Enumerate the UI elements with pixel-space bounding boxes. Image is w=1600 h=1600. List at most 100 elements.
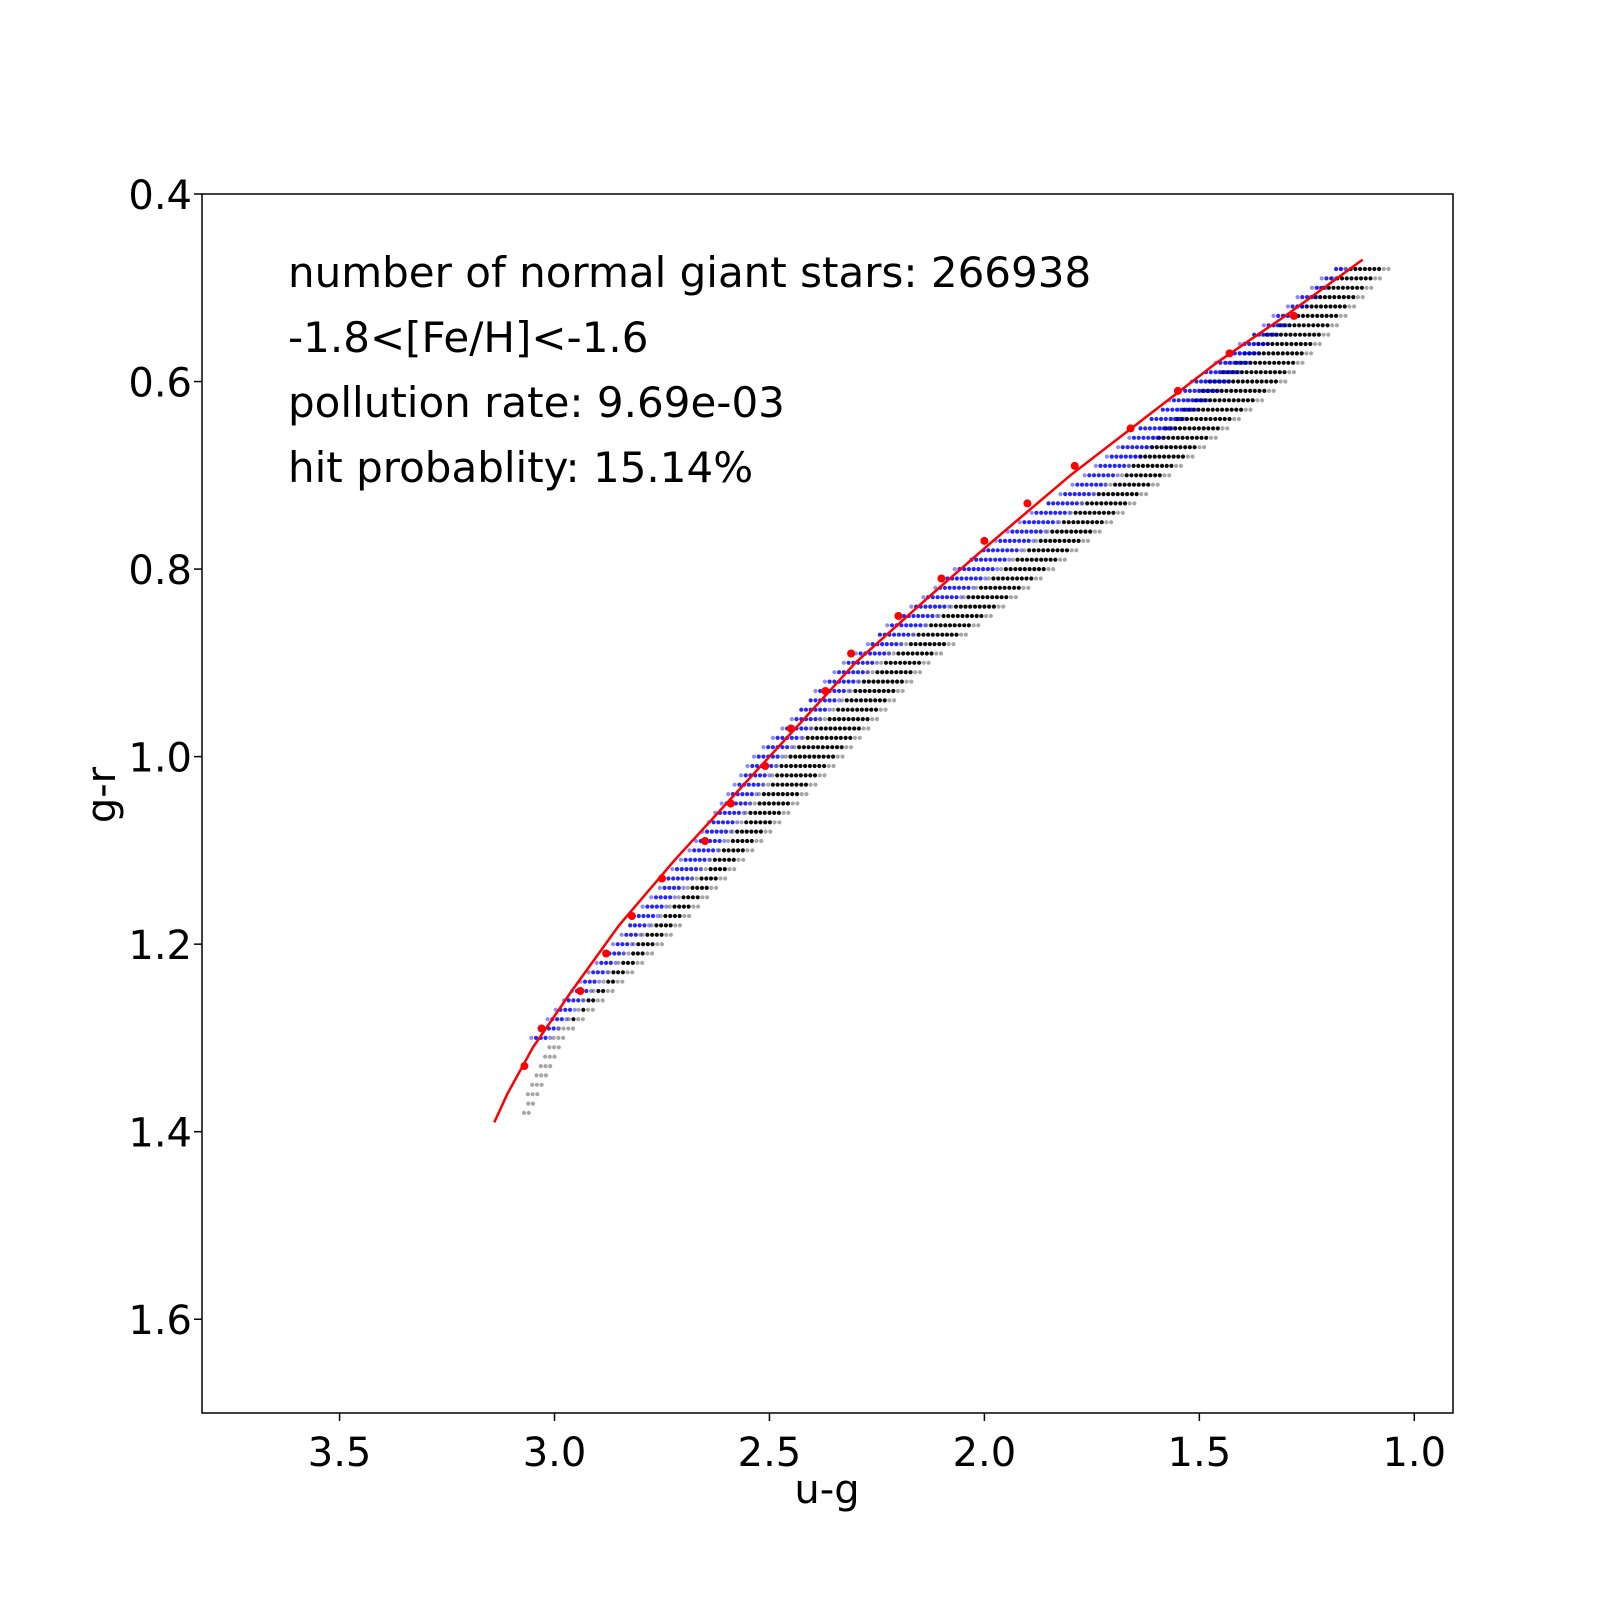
polluted-point	[685, 876, 690, 881]
locus-point	[616, 960, 621, 966]
locus-point	[1057, 538, 1062, 544]
locus-point	[837, 726, 843, 731]
polluted-point	[571, 998, 576, 1003]
locus-point	[1020, 557, 1025, 562]
polluted-point	[629, 942, 635, 947]
locus-point	[699, 867, 704, 872]
locus-point	[1094, 501, 1099, 506]
locus-point	[1278, 332, 1284, 337]
polluted-point	[952, 585, 957, 590]
polluted-point	[818, 688, 823, 694]
locus-point	[1150, 482, 1155, 487]
locus-point	[1229, 407, 1234, 412]
locus-point	[1099, 520, 1104, 525]
locus-point	[1178, 445, 1183, 450]
locus-point	[552, 1045, 557, 1050]
polluted-point	[1079, 501, 1084, 506]
locus-point	[556, 1045, 561, 1050]
x-tick-label: 1.5	[1168, 1430, 1232, 1476]
locus-point	[1101, 492, 1106, 497]
polluted-point	[794, 717, 799, 722]
locus-point	[1199, 416, 1204, 422]
locus-point	[1146, 482, 1151, 487]
locus-point	[786, 810, 791, 816]
polluted-point	[1046, 501, 1051, 506]
locus-point	[911, 632, 917, 637]
locus-point	[844, 745, 849, 750]
locus-point	[1283, 379, 1288, 384]
locus-point	[1053, 557, 1058, 562]
locus-point	[983, 585, 988, 590]
polluted-point	[646, 913, 651, 919]
polluted-point	[846, 688, 851, 694]
locus-point	[798, 773, 803, 778]
locus-point	[946, 613, 951, 619]
locus-point	[712, 857, 718, 862]
locus-point	[1153, 473, 1158, 478]
polluted-point	[1208, 370, 1213, 375]
locus-point	[526, 1110, 531, 1115]
locus-point	[610, 988, 615, 994]
polluted-point	[1190, 398, 1195, 403]
locus-point	[1147, 454, 1152, 459]
locus-point	[935, 632, 940, 637]
locus-point	[1005, 576, 1010, 581]
polluted-point	[1029, 529, 1034, 534]
polluted-point	[1123, 454, 1128, 459]
locus-point	[1282, 370, 1287, 375]
locus-point	[677, 923, 683, 928]
locus-point	[874, 707, 879, 712]
locus-point	[1208, 435, 1214, 440]
locus-point	[888, 660, 893, 665]
polluted-point	[1213, 370, 1218, 375]
polluted-point	[908, 623, 914, 628]
locus-point	[685, 885, 690, 891]
polluted-point	[706, 848, 711, 853]
polluted-point	[901, 632, 906, 637]
locus-point	[1355, 285, 1360, 290]
polluted-point	[1165, 407, 1170, 412]
locus-point	[1176, 454, 1181, 459]
polluted-point	[1261, 332, 1266, 337]
locus-point	[1271, 351, 1276, 356]
locus-point	[999, 567, 1004, 572]
locus-point	[1269, 379, 1274, 384]
locus-point	[1033, 576, 1039, 581]
locus-point	[543, 1064, 548, 1069]
locus-point	[1372, 266, 1377, 272]
locus-point	[649, 923, 654, 928]
polluted-point	[754, 792, 759, 797]
locus-point	[631, 942, 636, 947]
fit-point	[658, 874, 666, 883]
locus-point	[1225, 426, 1230, 431]
polluted-point	[649, 895, 654, 900]
polluted-point	[889, 623, 895, 628]
polluted-point	[1160, 435, 1165, 440]
locus-point	[899, 642, 904, 647]
locus-point	[1344, 276, 1349, 281]
locus-point	[534, 1073, 539, 1078]
polluted-point	[799, 735, 804, 741]
locus-point	[940, 632, 945, 637]
locus-point	[843, 735, 848, 741]
locus-point	[1297, 323, 1302, 328]
polluted-point	[981, 567, 986, 572]
locus-point	[784, 763, 789, 769]
polluted-point	[961, 585, 966, 590]
locus-point	[672, 913, 678, 919]
polluted-point	[1203, 379, 1208, 384]
polluted-point	[799, 707, 804, 712]
locus-point	[1212, 398, 1217, 403]
locus-point	[840, 754, 845, 759]
locus-point	[779, 773, 785, 778]
locus-point	[606, 979, 611, 984]
locus-point	[1182, 426, 1187, 431]
locus-point	[1302, 332, 1307, 337]
polluted-point	[1055, 501, 1060, 506]
locus-point	[909, 679, 914, 684]
polluted-point	[949, 595, 954, 600]
polluted-point	[921, 595, 926, 600]
polluted-point	[966, 585, 971, 590]
locus-point	[917, 660, 922, 665]
locus-point	[1104, 501, 1109, 506]
